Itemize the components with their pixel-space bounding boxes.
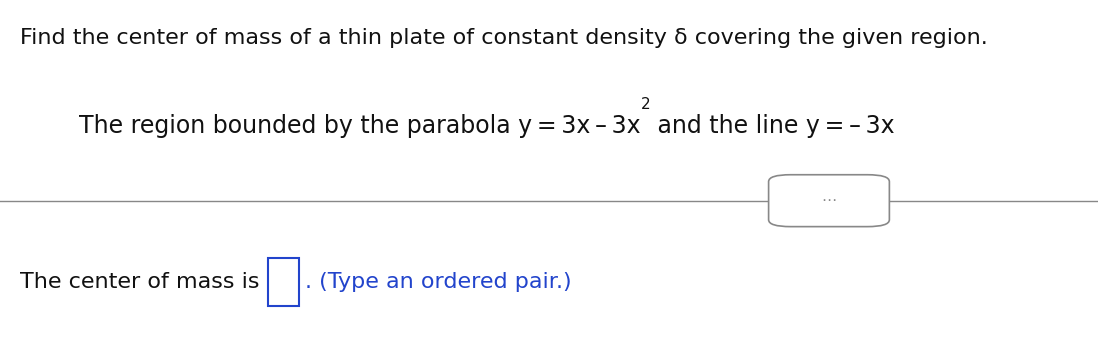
FancyBboxPatch shape	[769, 175, 889, 227]
Text: and the line y = – 3x: and the line y = – 3x	[650, 114, 895, 138]
FancyBboxPatch shape	[268, 258, 299, 306]
Text: 2: 2	[640, 97, 650, 112]
Text: The center of mass is: The center of mass is	[20, 272, 259, 292]
Text: . (Type an ordered pair.): . (Type an ordered pair.)	[305, 272, 572, 292]
Text: Find the center of mass of a thin plate of constant density δ covering the given: Find the center of mass of a thin plate …	[20, 28, 987, 48]
Text: The region bounded by the parabola y = 3x – 3x: The region bounded by the parabola y = 3…	[79, 114, 640, 138]
Text: ⋯: ⋯	[821, 193, 837, 208]
